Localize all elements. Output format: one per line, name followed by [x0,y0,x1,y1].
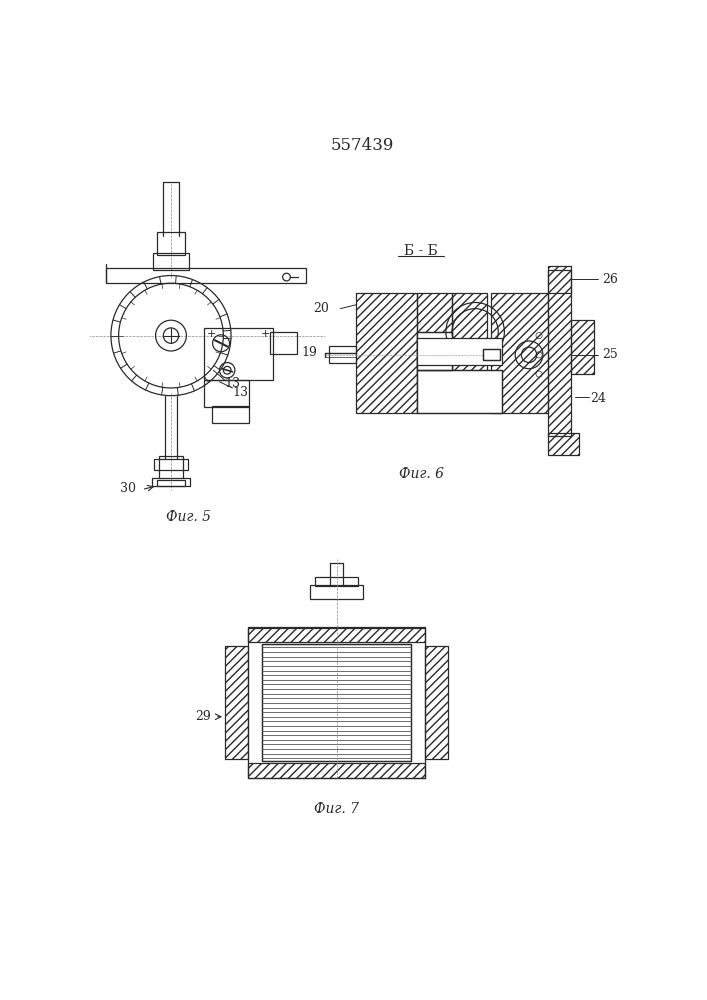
Bar [549,270,571,436]
Text: Фиг. 6: Фиг. 6 [399,467,444,481]
Bar [452,293,486,374]
Bar [549,433,579,455]
Bar [248,627,425,642]
Bar [204,328,274,380]
Text: 24: 24 [590,392,607,405]
Text: Фиг. 7: Фиг. 7 [314,802,359,816]
Bar [248,763,425,778]
Bar [248,627,425,642]
Bar [310,585,363,599]
Bar [356,293,417,413]
Bar [157,232,185,255]
Bar [549,270,571,436]
Bar [248,628,425,778]
Bar [269,332,296,354]
Text: 30: 30 [120,482,136,495]
Text: 557439: 557439 [330,137,394,154]
Bar [356,293,417,413]
Text: 25: 25 [602,348,618,361]
Bar [154,459,188,470]
Text: +: + [207,329,216,339]
Bar [417,332,452,370]
Bar [549,266,571,293]
Bar [491,293,549,413]
Text: 26: 26 [602,273,618,286]
Bar [158,456,183,478]
Bar [225,646,248,759]
Bar [105,268,305,283]
Bar [417,338,502,365]
Bar [417,293,452,374]
Bar [153,253,189,270]
Text: 29: 29 [195,710,211,723]
Bar [483,349,500,360]
Bar [212,406,249,423]
Bar [571,320,595,374]
Bar [425,646,448,759]
Bar [491,293,549,413]
Bar [549,433,579,455]
Bar [262,644,411,761]
Bar [549,266,571,293]
Bar [204,380,249,407]
Bar [483,349,500,360]
Text: Б - Б: Б - Б [404,244,438,258]
Bar [157,480,185,486]
Text: 13: 13 [233,386,248,399]
Bar [262,644,411,761]
Bar [417,370,502,413]
Bar [315,577,358,586]
Bar [417,332,452,370]
Text: +: + [261,329,270,339]
Bar [425,646,448,759]
Bar [225,646,248,759]
Bar [452,293,486,374]
Bar [417,370,502,413]
Bar [417,293,452,374]
Text: 20: 20 [313,302,329,315]
Text: Фиг. 5: Фиг. 5 [166,510,211,524]
Text: 19: 19 [301,346,317,359]
Bar [329,346,356,363]
Text: 13: 13 [225,377,240,390]
Bar [571,320,595,374]
Bar [248,763,425,778]
